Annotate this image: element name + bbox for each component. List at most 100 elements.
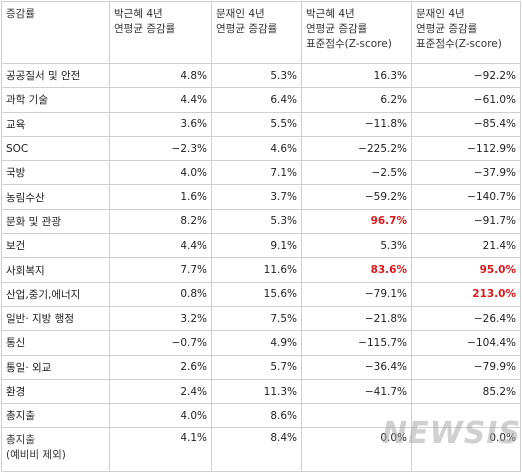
row-label: 공공질서 및 안전 [1, 62, 110, 89]
row-label: 농림수산 [1, 184, 110, 210]
table-row: 통일· 외교 2.6% 5.7% −36.4% −79.9% [1, 354, 521, 380]
table-row-total-excl-reserve: 총지출 (예비비 제외) 4.1% 8.4% 0.0% 0.0% [1, 427, 521, 472]
row-label: 통신 [1, 330, 110, 356]
row-label: 통일· 외교 [1, 354, 110, 380]
cell-moon-growth: 4.6% [211, 135, 302, 162]
header-category: 증감률 [1, 1, 110, 64]
cell-moon-growth: 8.4% [211, 427, 302, 472]
table-row: 공공질서 및 안전 4.8% 5.3% 16.3% −92.2% [1, 62, 521, 89]
row-label: 과학 기술 [1, 87, 110, 113]
cell-moon-growth: 11.3% [211, 378, 302, 405]
cell-moon-zscore: −112.9% [411, 135, 521, 162]
cell-park-zscore: 0.0% [301, 427, 412, 472]
cell-park-zscore: −11.8% [301, 111, 412, 137]
table-row: 과학 기술 4.4% 6.4% 6.2% −61.0% [1, 87, 521, 113]
cell-moon-growth: 4.9% [211, 330, 302, 356]
table-row: 농림수산 1.6% 3.7% −59.2% −140.7% [1, 184, 521, 210]
row-label: 교육 [1, 111, 110, 137]
cell-park-growth: 8.2% [109, 208, 212, 235]
cell-park-growth: 4.8% [109, 62, 212, 89]
cell-park-zscore: −36.4% [301, 354, 412, 380]
cell-moon-growth: 5.3% [211, 62, 302, 89]
cell-moon-zscore: 85.2% [411, 378, 521, 405]
table-row: 일반· 지방 행정 3.2% 7.5% −21.8% −26.4% [1, 305, 521, 332]
cell-park-zscore: 96.7% [301, 208, 412, 235]
table-body: 공공질서 및 안전 4.8% 5.3% 16.3% −92.2% 과학 기술 4.4% 6.4… [1, 62, 521, 472]
row-label: 보건 [1, 233, 110, 259]
cell-moon-zscore: −79.9% [411, 354, 521, 380]
cell-park-growth: 4.4% [109, 233, 212, 259]
cell-moon-growth: 6.4% [211, 87, 302, 113]
cell-park-growth: 2.4% [109, 378, 212, 405]
table-row: SOC −2.3% 4.6% −225.2% −112.9% [1, 135, 521, 162]
cell-moon-zscore: −91.7% [411, 208, 521, 235]
cell-park-growth: 4.0% [109, 403, 212, 429]
cell-park-zscore: −41.7% [301, 378, 412, 405]
cell-park-growth: −2.3% [109, 135, 212, 162]
cell-moon-growth: 5.3% [211, 208, 302, 235]
cell-park-zscore: −2.5% [301, 160, 412, 186]
cell-park-growth: 4.0% [109, 160, 212, 186]
header-moon-zscore: 문재인 4년 연평균 증감률 표준점수(Z-score) [411, 1, 521, 64]
table-row: 환경 2.4% 11.3% −41.7% 85.2% [1, 378, 521, 405]
table-row: 교육 3.6% 5.5% −11.8% −85.4% [1, 111, 521, 137]
cell-park-zscore: 83.6% [301, 257, 412, 283]
cell-park-zscore: −115.7% [301, 330, 412, 356]
cell-moon-zscore: 213.0% [411, 281, 521, 307]
table-row: 산업,중기,에너지 0.8% 15.6% −79.1% 213.0% [1, 281, 521, 307]
row-label: 총지출 [1, 403, 110, 429]
table-row: 문화 및 관광 8.2% 5.3% 96.7% −91.7% [1, 208, 521, 235]
cell-moon-zscore: 95.0% [411, 257, 521, 283]
row-label: 사회복지 [1, 257, 110, 283]
cell-moon-growth: 7.5% [211, 305, 302, 332]
cell-moon-zscore [411, 403, 521, 429]
cell-park-growth: 3.2% [109, 305, 212, 332]
row-label: 문화 및 관광 [1, 208, 110, 235]
header-moon-growth: 문재인 4년 연평균 증감률 [211, 1, 302, 64]
table-row: 통신 −0.7% 4.9% −115.7% −104.4% [1, 330, 521, 356]
cell-moon-zscore: −104.4% [411, 330, 521, 356]
cell-park-zscore: 16.3% [301, 62, 412, 89]
cell-park-growth: 4.1% [109, 427, 212, 472]
row-label: 산업,중기,에너지 [1, 281, 110, 307]
cell-moon-zscore: 21.4% [411, 233, 521, 259]
cell-park-growth: 0.8% [109, 281, 212, 307]
cell-moon-growth: 3.7% [211, 184, 302, 210]
table-row: 사회복지 7.7% 11.6% 83.6% 95.0% [1, 257, 521, 283]
cell-park-growth: 3.6% [109, 111, 212, 137]
cell-park-growth: 4.4% [109, 87, 212, 113]
cell-moon-zscore: −26.4% [411, 305, 521, 332]
cell-moon-zscore: −85.4% [411, 111, 521, 137]
cell-park-growth: −0.7% [109, 330, 212, 356]
cell-moon-growth: 11.6% [211, 257, 302, 283]
cell-moon-zscore: −140.7% [411, 184, 521, 210]
header-park-zscore: 박근혜 4년 연평균 증감률 표준점수(Z-score) [301, 1, 412, 64]
row-label: 국방 [1, 160, 110, 186]
cell-park-growth: 7.7% [109, 257, 212, 283]
cell-park-zscore [301, 403, 412, 429]
cell-park-growth: 2.6% [109, 354, 212, 380]
row-label: 환경 [1, 378, 110, 405]
cell-park-zscore: −225.2% [301, 135, 412, 162]
cell-moon-growth: 15.6% [211, 281, 302, 307]
cell-park-zscore: 6.2% [301, 87, 412, 113]
cell-moon-zscore: −61.0% [411, 87, 521, 113]
cell-park-zscore: −59.2% [301, 184, 412, 210]
cell-moon-zscore: −92.2% [411, 62, 521, 89]
cell-moon-growth: 9.1% [211, 233, 302, 259]
cell-moon-growth: 8.6% [211, 403, 302, 429]
cell-park-zscore: 5.3% [301, 233, 412, 259]
row-label: 총지출 (예비비 제외) [1, 427, 110, 472]
cell-park-zscore: −79.1% [301, 281, 412, 307]
row-label: SOC [1, 135, 110, 162]
cell-moon-zscore: 0.0% [411, 427, 521, 472]
cell-park-zscore: −21.8% [301, 305, 412, 332]
table-row: 보건 4.4% 9.1% 5.3% 21.4% [1, 233, 521, 259]
cell-park-growth: 1.6% [109, 184, 212, 210]
row-label: 일반· 지방 행정 [1, 305, 110, 332]
cell-moon-growth: 7.1% [211, 160, 302, 186]
cell-moon-growth: 5.5% [211, 111, 302, 137]
cell-moon-zscore: −37.9% [411, 160, 521, 186]
table-row: 총지출 4.0% 8.6% [1, 403, 521, 429]
